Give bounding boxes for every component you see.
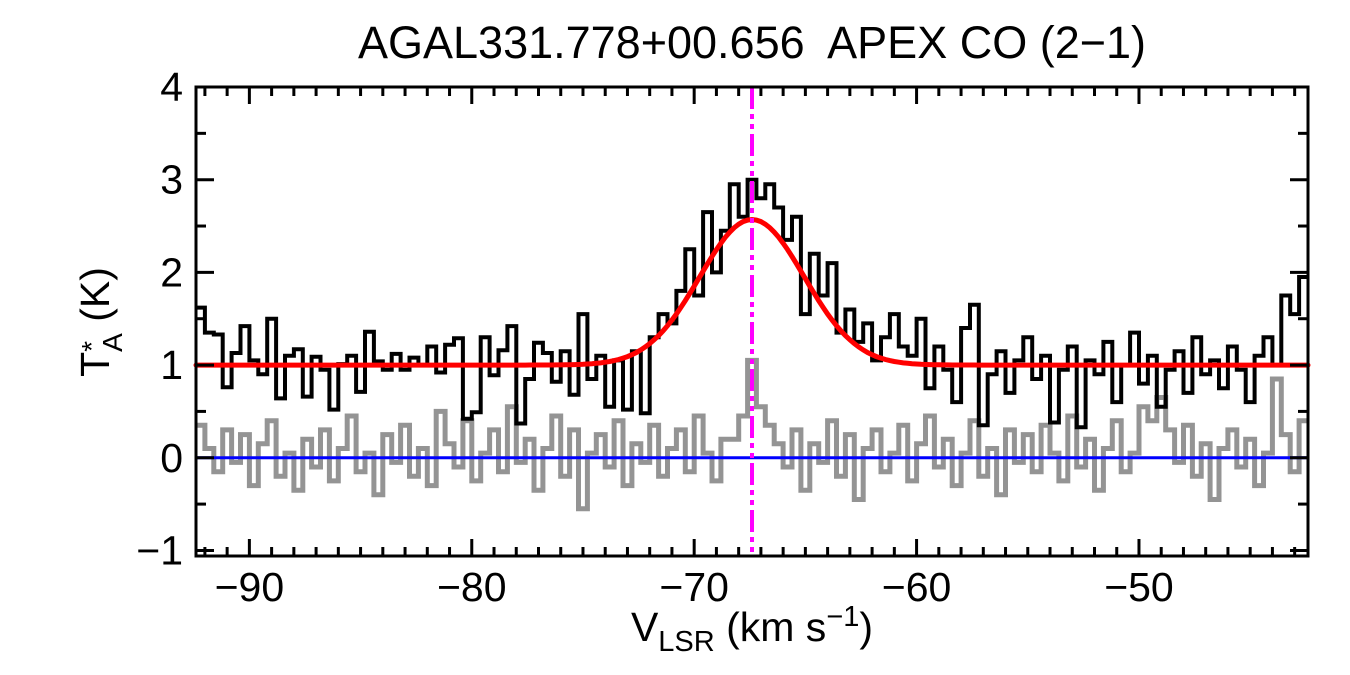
x-axis-title-sup: −1 bbox=[826, 601, 860, 633]
x-tick-label: −60 bbox=[882, 564, 952, 610]
reference_spectrum-histogram bbox=[196, 357, 1308, 512]
x-tick-label: −70 bbox=[659, 564, 729, 610]
x-tick-label: −90 bbox=[215, 564, 285, 610]
chart-title: AGAL331.778+00.656 APEX CO (2−1) bbox=[357, 17, 1147, 68]
plot-frame bbox=[194, 85, 1310, 558]
x-axis-title-mid: (km s bbox=[714, 604, 827, 650]
x-axis-title-sub: LSR bbox=[658, 626, 715, 658]
y-tick-label: 1 bbox=[160, 342, 183, 388]
y-tick-label: 4 bbox=[160, 64, 183, 110]
y-tick-label: 2 bbox=[160, 249, 183, 295]
x-axis-title-end: ) bbox=[859, 604, 874, 650]
y-tick-label: 3 bbox=[160, 157, 183, 203]
y-tick-label: 0 bbox=[160, 435, 183, 481]
x-tick-label: −50 bbox=[1104, 564, 1174, 610]
y-tick-label: −1 bbox=[136, 527, 183, 573]
x-tick-label: −80 bbox=[437, 564, 507, 610]
x-axis-title: VLSR (km s−1) bbox=[196, 601, 1308, 658]
x-axis-title-base: V bbox=[630, 604, 659, 650]
